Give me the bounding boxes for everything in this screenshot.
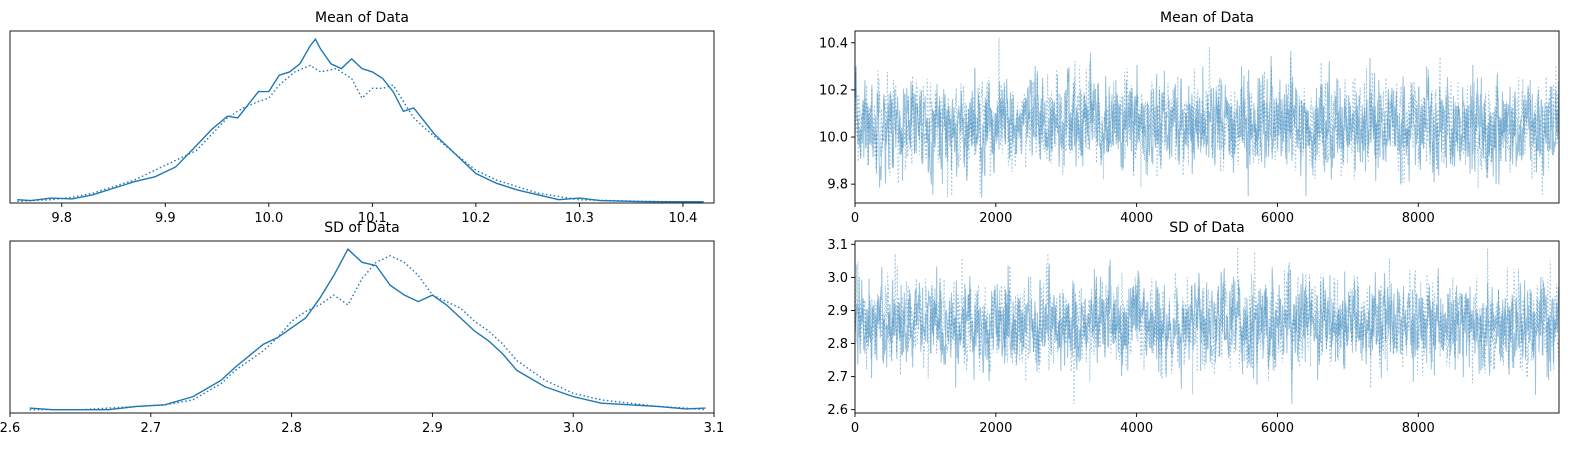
kde-mean-plot-area — [17, 37, 704, 203]
trace-mean-ytick-label: 10.2 — [819, 83, 848, 98]
kde-sd-plot-area — [29, 248, 706, 411]
kde-sd-xtick-label: 2.7 — [140, 421, 161, 436]
trace-mean-plot-area — [855, 38, 1559, 198]
kde-sd-series-1-line — [29, 248, 706, 411]
kde-sd-xtick-label: 2.8 — [281, 421, 302, 436]
trace-mean-xtick-label: 0 — [851, 211, 859, 226]
trace-mean-panel: 0 2000 4000 6000 8000 9.8 10.0 10.2 10.4 Mean of … — [819, 10, 1560, 226]
trace-sd-xtick-label: 2000 — [979, 421, 1012, 436]
kde-mean-xtick-label: 10.2 — [461, 211, 490, 226]
kde-sd-xtick-label: 3.1 — [704, 421, 725, 436]
kde-mean-xtick-label: 10.4 — [668, 211, 697, 226]
trace-sd-ytick-label: 2.6 — [827, 403, 848, 418]
trace-sd-ytick-label: 2.8 — [827, 337, 848, 352]
trace-sd-xtick-label: 0 — [851, 421, 859, 436]
trace-mean-title: Mean of Data — [1160, 10, 1254, 26]
trace-sd-ytick-label: 2.7 — [827, 370, 848, 385]
kde-sd-xtick-label: 2.6 — [0, 421, 20, 436]
trace-mean-xtick-label: 6000 — [1261, 211, 1294, 226]
trace-sd-frame — [854, 240, 1560, 414]
trace-sd-xtick-label: 6000 — [1261, 421, 1294, 436]
trace-sd-xtick-label: 4000 — [1120, 421, 1153, 436]
trace-sd-plot-area — [855, 246, 1559, 405]
trace-sd-chain-2-trace — [855, 246, 1559, 405]
trace-sd-ytick-label: 3.0 — [827, 271, 848, 286]
kde-sd-frame — [9, 240, 715, 414]
kde-mean-xtick-label: 9.8 — [51, 211, 72, 226]
kde-mean-series-1-line — [17, 37, 704, 203]
trace-mean-frame — [854, 30, 1560, 204]
trace-mean-ytick-label: 10.4 — [819, 36, 848, 51]
trace-sd-ytick-label: 2.9 — [827, 304, 848, 319]
kde-sd-series-2-line — [29, 254, 706, 411]
trace-sd-xtick-label: 8000 — [1402, 421, 1435, 436]
trace-sd-ytick-label: 3.1 — [827, 238, 848, 253]
kde-mean-xtick-label: 9.9 — [155, 211, 176, 226]
kde-sd-xtick-label: 2.9 — [422, 421, 443, 436]
kde-sd-xtick-label: 3.0 — [563, 421, 584, 436]
kde-mean-xtick-label: 10.3 — [565, 211, 594, 226]
trace-mean-ytick-label: 10.0 — [819, 131, 848, 146]
trace-mean-xtick-label: 4000 — [1120, 211, 1153, 226]
kde-mean-panel: 9.8 9.9 10.0 10.1 10.2 10.3 10.4 Mean of Data — [9, 10, 715, 226]
trace-mean-chain-1-trace — [855, 51, 1559, 198]
trace-mean-xtick-label: 8000 — [1402, 211, 1435, 226]
kde-mean-title: Mean of Data — [315, 10, 409, 26]
kde-mean-frame — [9, 30, 715, 204]
trace-mean-xtick-label: 2000 — [979, 211, 1012, 226]
trace-mean-ytick-label: 9.8 — [827, 178, 848, 193]
kde-mean-xtick-label: 10.0 — [254, 211, 283, 226]
kde-mean-xtick-label: 10.1 — [358, 211, 387, 226]
trace-sd-chain-1-trace — [855, 259, 1559, 404]
kde-sd-panel: 2.6 2.7 2.8 2.9 3.0 3.1 SD of Data — [0, 220, 724, 436]
kde-mean-series-2-line — [17, 64, 704, 203]
kde-sd-title: SD of Data — [324, 220, 400, 236]
trace-sd-panel: 0 2000 4000 6000 8000 2.6 2.7 2.8 2.9 3.0 3.1 SD of… — [827, 220, 1560, 436]
trace-mean-chain-2-trace — [855, 38, 1559, 198]
trace-sd-title: SD of Data — [1169, 220, 1245, 236]
